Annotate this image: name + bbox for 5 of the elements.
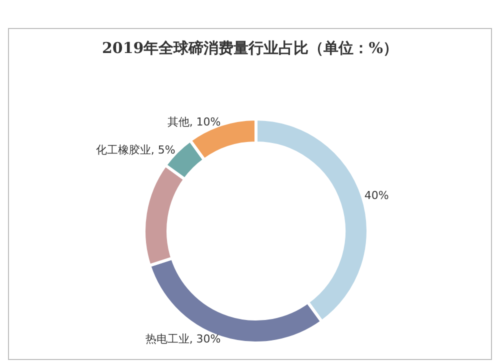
- data-label: 40%: [364, 188, 389, 202]
- slice-label: 热电工业, 30%: [145, 332, 221, 346]
- chart-title: 2019年全球碲消费量行业占比（单位：%）: [100, 39, 399, 58]
- slice-label: 化工橡胶业, 5%: [96, 143, 176, 156]
- slice-label: 其他, 10%: [167, 116, 221, 129]
